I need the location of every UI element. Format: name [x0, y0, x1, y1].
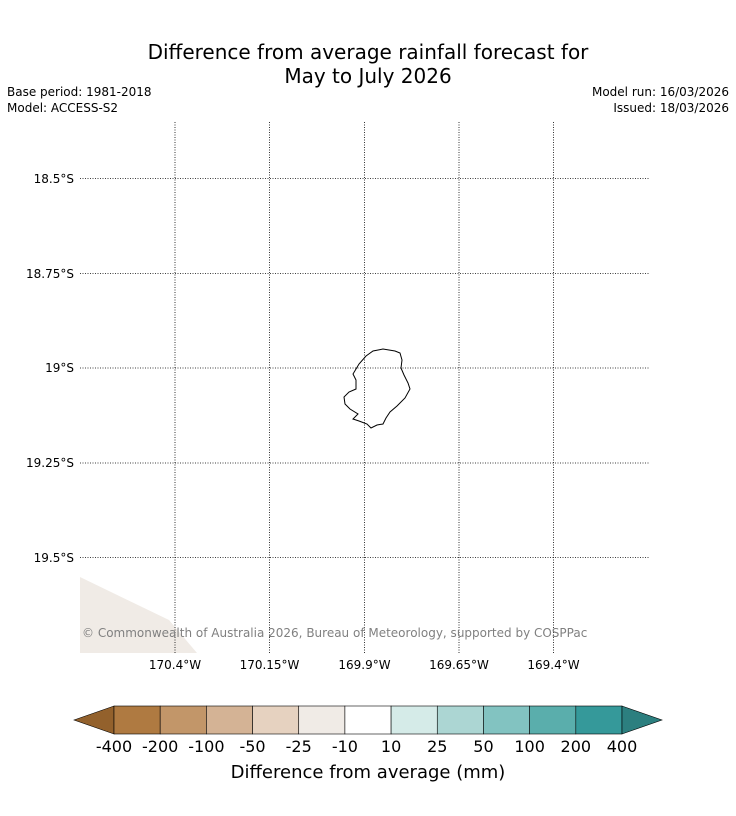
colorbar-tick-label: -50: [239, 737, 266, 756]
map-title-line1: Difference from average rainfall forecas…: [147, 40, 589, 64]
colorbar-tick-label: -200: [142, 737, 179, 756]
lat-label: 19.25°S: [26, 456, 74, 470]
colorbar-segment: [252, 705, 300, 735]
colorbar-tick-label: -10: [331, 737, 358, 756]
map-title-line2: May to July 2026: [284, 64, 452, 88]
base-period: Base period: 1981-2018: [7, 85, 152, 99]
colorbar-segment: [390, 705, 438, 735]
lat-label: 18.5°S: [33, 171, 74, 186]
colorbar-segment: [206, 705, 253, 735]
colorbar-segment: [113, 705, 161, 735]
lat-label: 19°S: [45, 361, 74, 375]
meta-left: Base period: 1981-2018 Model: ACCESS-S2: [7, 84, 152, 116]
shaded-region: [80, 577, 197, 653]
meta-right: Model run: 16/03/2026 Issued: 18/03/2026: [592, 84, 729, 116]
lon-label: 170.4°W: [148, 658, 202, 672]
colorbar-tick-label: 400: [606, 737, 638, 756]
colorbar-segment: [575, 705, 623, 735]
lat-label: 19.5°S: [33, 550, 74, 565]
colorbar-segment: [344, 705, 392, 735]
model-name: Model: ACCESS-S2: [7, 101, 119, 115]
lat-label: 18.75°S: [26, 266, 74, 281]
colorbar-tick-label: -400: [95, 737, 133, 756]
model-run: Model run: 16/03/2026: [591, 85, 729, 99]
lon-label: 169.65°W: [429, 658, 489, 672]
colorbar-segment: [529, 705, 577, 735]
gridlines: [80, 122, 650, 653]
colorbar-extend-low: [73, 705, 115, 735]
colorbar-title: Difference from average (mm): [230, 762, 506, 783]
colorbar-segment: [159, 705, 207, 735]
colorbar: [73, 705, 663, 735]
colorbar-extend-high: [621, 705, 663, 735]
lon-label: 169.9°W: [338, 658, 391, 672]
colorbar-tick-label: 50: [473, 737, 494, 756]
lon-label: 169.4°W: [527, 658, 580, 672]
colorbar-segment: [436, 705, 484, 735]
issued-date: Issued: 18/03/2026: [613, 101, 729, 115]
colorbar-tick-label: 100: [514, 737, 545, 756]
colorbar-segment: [483, 705, 530, 735]
island-outline: [343, 348, 411, 429]
lon-label: 170.15°W: [239, 658, 300, 672]
colorbar-segment: [298, 705, 346, 735]
colorbar-tick-label: 25: [427, 737, 448, 756]
copyright-credit: © Commonwealth of Australia 2026, Bureau…: [82, 626, 588, 640]
colorbar-tick-label: -25: [285, 737, 312, 756]
colorbar-tick-label: 200: [560, 737, 592, 756]
colorbar-tick-label: -100: [188, 737, 225, 756]
colorbar-tick-label: 10: [380, 737, 402, 756]
